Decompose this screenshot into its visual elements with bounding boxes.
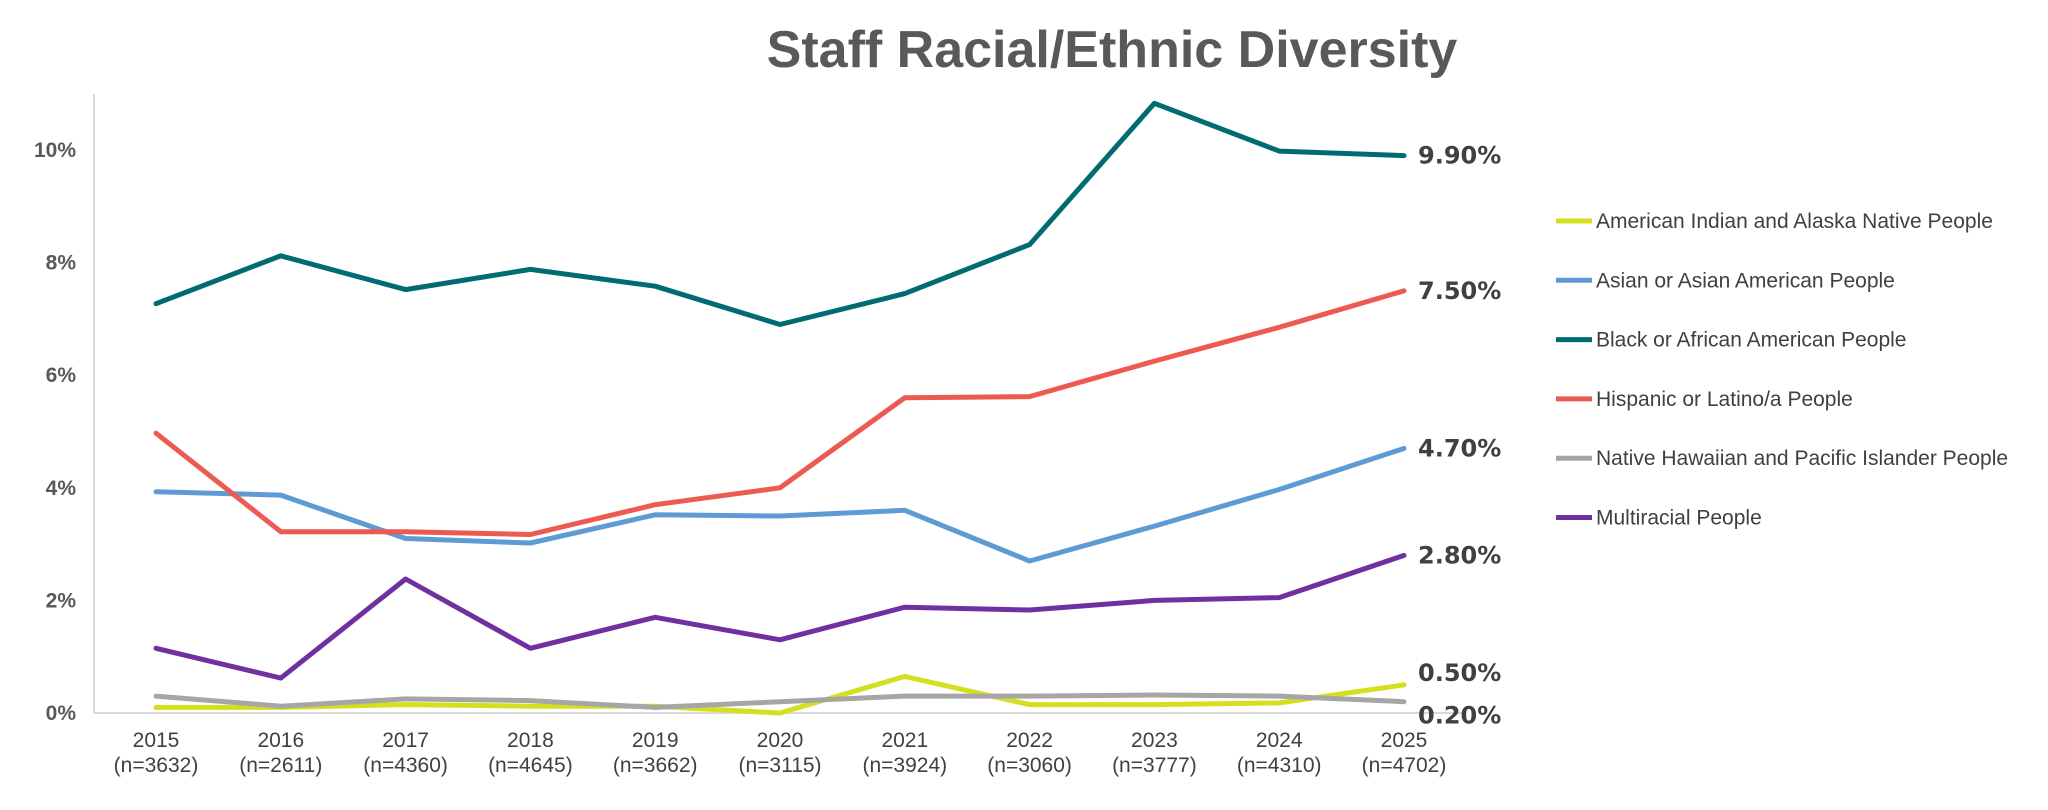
x-tick-sublabel: (n=4645): [488, 754, 573, 777]
x-tick-label: 2016: [257, 729, 304, 752]
y-tick-label: 8%: [46, 252, 77, 275]
series-end-label: 9.90%: [1418, 142, 1501, 170]
x-tick-sublabel: (n=3115): [738, 754, 821, 777]
x-tick-label: 2022: [1006, 729, 1053, 752]
series-line: [153, 692, 1407, 710]
legend-entry: Native Hawaiian and Pacific Islander Peo…: [1596, 447, 2008, 470]
end-labels: 0.50% 4.70% 9.90% 7.50% 0.20% 2.80%: [1418, 142, 1501, 730]
y-tick-label: 2%: [46, 589, 77, 612]
series-lines: [153, 100, 1407, 716]
legend-entry: Black or African American People: [1596, 329, 1907, 352]
x-tick-sublabel: (n=4310): [1237, 754, 1322, 777]
x-tick-label: 2015: [133, 729, 180, 752]
x-tick-sublabel: (n=3060): [987, 754, 1072, 777]
series-line: [153, 288, 1407, 537]
legend-entry: Hispanic or Latino/a People: [1596, 388, 1853, 411]
legend-entry: American Indian and Alaska Native People: [1596, 210, 1993, 233]
legend: American Indian and Alaska Native People…: [1556, 210, 2008, 530]
y-tick-label: 0%: [46, 702, 77, 725]
x-tick-sublabel: (n=4702): [1362, 754, 1447, 777]
x-tick-label: 2024: [1256, 729, 1303, 752]
y-axis-ticks: 0% 2% 4% 6% 8% 10%: [34, 139, 76, 725]
x-tick-sublabel: (n=3924): [862, 754, 947, 777]
chart-title: Staff Racial/Ethnic Diversity: [767, 21, 1458, 79]
x-tick-sublabel: (n=3777): [1112, 754, 1197, 777]
legend-entry: Asian or Asian American People: [1596, 269, 1895, 292]
x-tick-label: 2020: [757, 729, 804, 752]
series-line: [153, 673, 1407, 716]
series-end-label: 4.70%: [1418, 434, 1501, 462]
x-tick-label: 2025: [1381, 729, 1428, 752]
x-tick-sublabel: (n=3662): [613, 754, 698, 777]
legend-entry: Multiracial People: [1596, 507, 1762, 530]
series-end-label: 0.50%: [1418, 659, 1501, 687]
x-tick-label: 2019: [632, 729, 679, 752]
series-line: [153, 445, 1407, 564]
x-tick-label: 2021: [881, 729, 928, 752]
x-tick-sublabel: (n=4360): [363, 754, 448, 777]
series-end-label: 7.50%: [1418, 277, 1501, 305]
y-tick-label: 4%: [46, 477, 77, 500]
x-axis-ticks: 2015(n=3632) 2016(n=2611) 2017(n=4360) 2018…: [114, 729, 1447, 777]
x-tick-label: 2018: [507, 729, 554, 752]
x-tick-sublabel: (n=3632): [114, 754, 199, 777]
y-tick-label: 6%: [46, 364, 77, 387]
x-tick-label: 2023: [1131, 729, 1178, 752]
x-tick-sublabel: (n=2611): [239, 754, 322, 777]
series-end-label: 0.20%: [1418, 702, 1501, 730]
series-line: [153, 100, 1407, 327]
series-end-label: 2.80%: [1418, 541, 1501, 569]
y-tick-label: 10%: [34, 139, 76, 162]
series-line: [153, 552, 1407, 681]
x-tick-label: 2017: [382, 729, 429, 752]
